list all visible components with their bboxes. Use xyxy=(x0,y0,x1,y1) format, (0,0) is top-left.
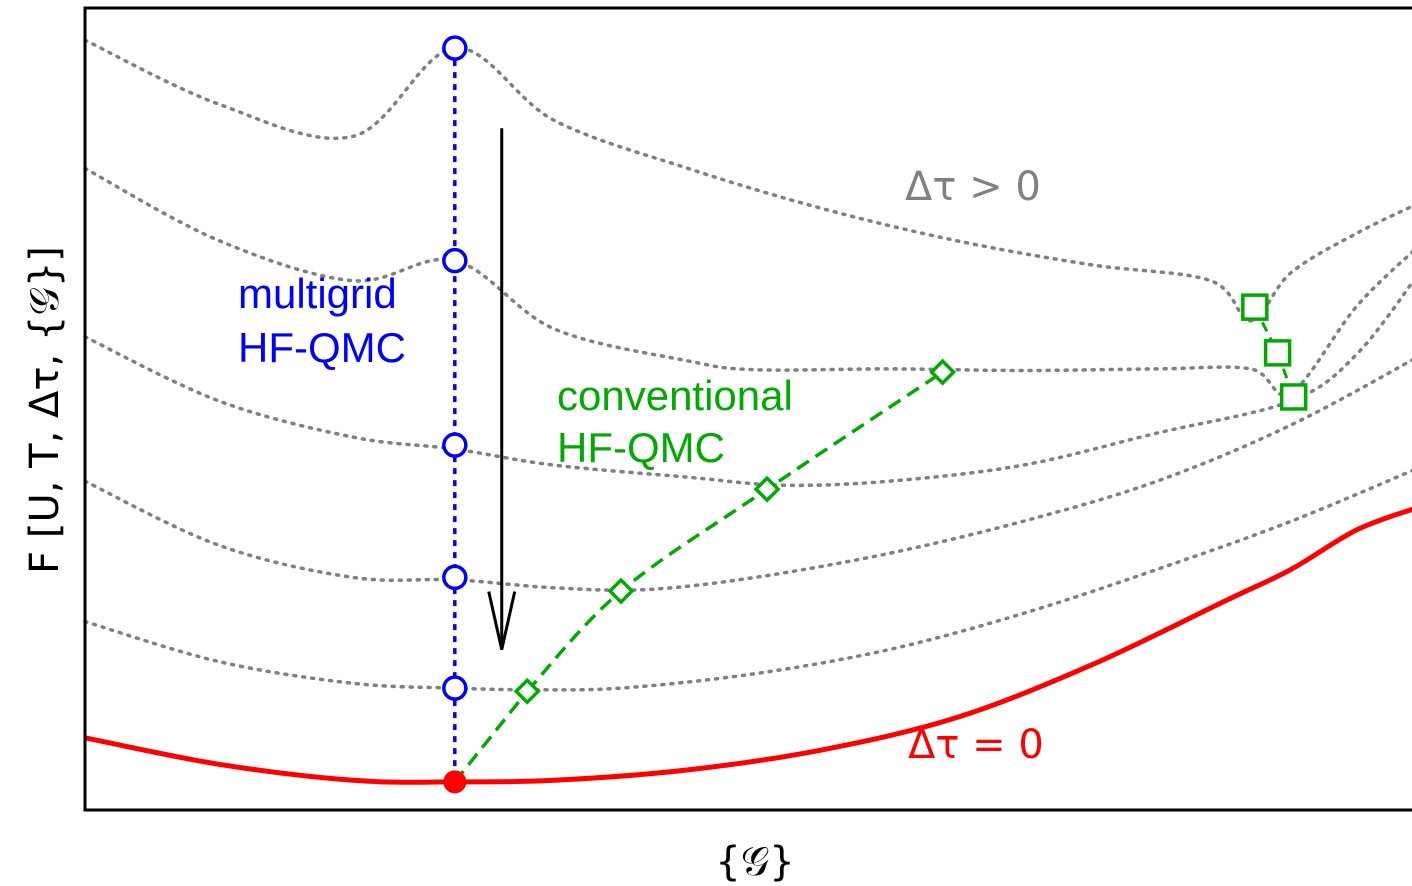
multigrid-circle-marker-1 xyxy=(442,35,468,61)
conventional-diamond-marker-1 xyxy=(513,677,541,705)
conventional_stem-line xyxy=(453,690,529,783)
conventional-square-marker-2 xyxy=(1263,339,1292,367)
dtau-curve-1 xyxy=(83,468,1412,692)
conventional-square-marker-1 xyxy=(1241,293,1269,321)
conventional-line xyxy=(525,370,944,693)
direction-arrow-head xyxy=(487,591,517,650)
optimum-point-marker xyxy=(443,770,467,794)
multigrid-circle-marker-4 xyxy=(442,564,468,591)
dtau-curve-2 xyxy=(83,358,1412,592)
marks-layer xyxy=(442,35,1308,794)
label-multigrid-line1: multigrid xyxy=(238,270,397,317)
dtau-curve-3 xyxy=(83,279,1412,488)
conventional-diamond-marker-4 xyxy=(929,358,957,386)
annotation-dtau-zero: Δτ = 0 xyxy=(908,722,1044,768)
conventional-diamond-marker-2 xyxy=(607,577,635,605)
annotation-dtau-positive: Δτ > 0 xyxy=(905,164,1041,210)
multigrid-circle-marker-3 xyxy=(442,432,468,458)
label-conventional-line2: HF-QMC xyxy=(557,424,725,471)
conventional-square-marker-3 xyxy=(1279,383,1308,411)
conventional-diamond-marker-3 xyxy=(753,475,781,503)
plot-frame xyxy=(83,6,1412,812)
multigrid-circle-marker-5 xyxy=(442,675,468,701)
label-conventional-line1: conventional xyxy=(557,372,793,419)
y-axis-label: F [U, T, Δτ, {𝒢}] xyxy=(22,246,68,574)
x-axis-label: {𝒢} xyxy=(715,839,794,885)
limit-curve-line xyxy=(84,506,1412,785)
multigrid-circle-marker-2 xyxy=(442,247,468,274)
label-multigrid-line2: HF-QMC xyxy=(238,324,406,371)
dtau-curve-4 xyxy=(83,166,1412,397)
